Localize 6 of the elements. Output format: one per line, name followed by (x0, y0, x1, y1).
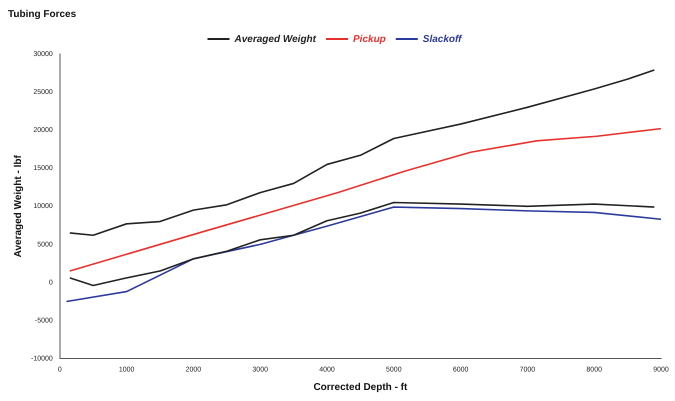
legend-label: Slackoff (422, 34, 464, 45)
y-axis-title: Averaged Weight - lbf (12, 154, 24, 258)
legend-label: Averaged Weight (233, 34, 317, 45)
legend-label: Pickup (352, 34, 386, 45)
chart-title: Tubing Forces (8, 8, 77, 20)
x-axis-title: Corrected Depth - ft (313, 382, 408, 393)
